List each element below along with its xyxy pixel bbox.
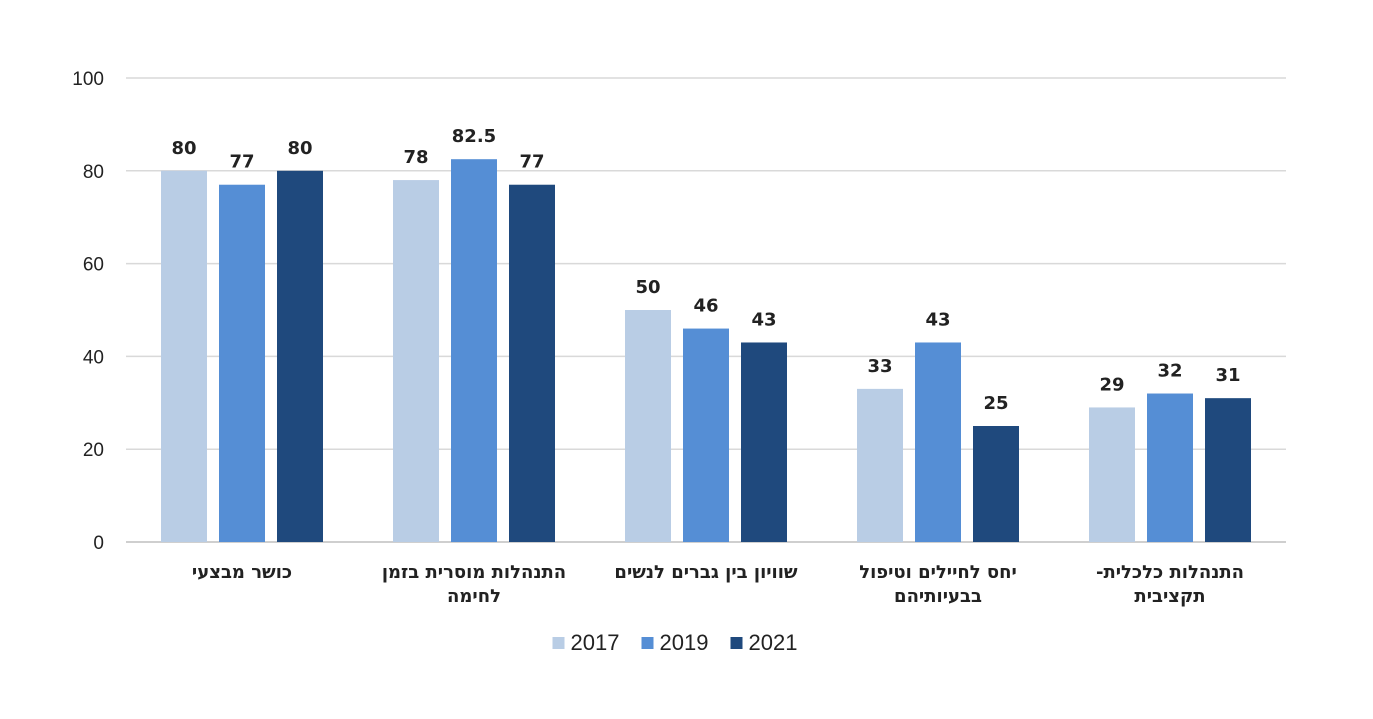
legend-swatch-2019	[641, 637, 654, 649]
category-label: שוויון בין גברים לנשים	[614, 562, 797, 583]
category-label: כושר מבצעי	[192, 562, 292, 583]
legend-swatch-2017	[552, 637, 565, 649]
y-tick-label: 40	[83, 347, 104, 368]
bar-2017	[625, 310, 671, 542]
bars	[161, 159, 1251, 543]
category-label: בבעיותיהם	[894, 586, 982, 607]
data-label: 32	[1157, 361, 1182, 382]
category-label: התנהלות כלכלית-	[1096, 562, 1244, 583]
y-tick-label: 20	[83, 440, 104, 461]
data-label: 77	[519, 152, 544, 173]
category-labels: כושר מבצעי התנהלות מוסרית בזמן לחימה שוויון…	[192, 562, 1244, 607]
y-tick-label: 0	[93, 533, 104, 554]
y-tick-label: 60	[83, 255, 104, 276]
data-label: 77	[229, 152, 254, 173]
bar-2019	[1147, 393, 1193, 542]
data-label: 43	[751, 309, 776, 330]
legend-label: 2019	[660, 630, 709, 655]
legend-label: 2017	[571, 630, 620, 655]
data-label: 25	[983, 393, 1008, 414]
data-labels: 80 77 80 78 82.5 77 50 46 43 33 43 25 29 32 31	[171, 126, 1240, 414]
bar-2021	[973, 426, 1019, 542]
data-label: 29	[1099, 374, 1124, 395]
category-label: תקציבית	[1134, 586, 1205, 607]
data-label: 46	[693, 296, 718, 317]
legend: 2017 2019 2021	[552, 630, 798, 655]
data-label: 80	[287, 138, 312, 159]
data-label: 78	[403, 147, 428, 168]
y-tick-label: 80	[83, 162, 104, 183]
bar-2019	[219, 184, 265, 542]
data-label: 80	[171, 138, 196, 159]
legend-label: 2021	[749, 630, 798, 655]
bar-2017	[393, 180, 439, 542]
data-label: 31	[1215, 365, 1240, 386]
legend-swatch-2021	[730, 637, 743, 649]
bar-2017	[161, 170, 207, 543]
bar-2021	[509, 184, 555, 542]
data-label: 33	[867, 356, 892, 377]
bar-2019	[451, 159, 497, 542]
category-label: יחס לחיילים וטיפול	[859, 562, 1017, 583]
bar-2021	[741, 342, 787, 542]
bar-2017	[1089, 407, 1135, 542]
category-label: לחימה	[447, 586, 501, 607]
bar-2019	[915, 342, 961, 542]
category-label: התנהלות מוסרית בזמן	[382, 562, 566, 583]
data-label: 82.5	[452, 126, 496, 147]
bar-2021	[1205, 398, 1251, 542]
y-tick-label: 100	[72, 69, 104, 90]
data-label: 50	[635, 277, 660, 298]
bar-2021	[277, 170, 323, 543]
bar-2017	[857, 388, 903, 542]
y-axis-ticks: 0 20 40 60 80 100	[72, 69, 104, 554]
data-label: 43	[925, 309, 950, 330]
bar-2019	[683, 328, 729, 542]
